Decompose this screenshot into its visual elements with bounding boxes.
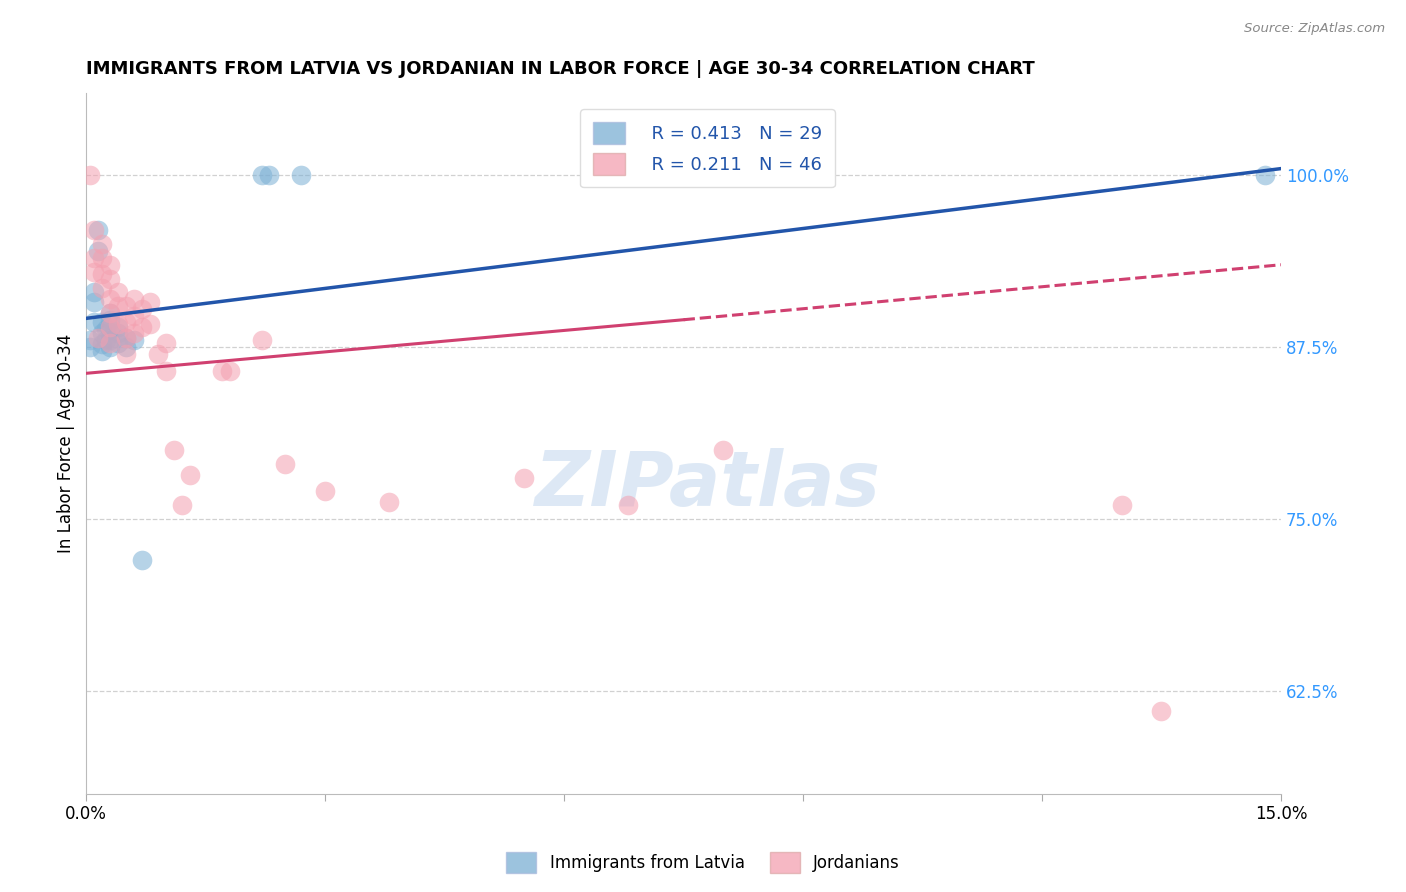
Point bbox=[107, 336, 129, 351]
Point bbox=[155, 336, 177, 351]
Point bbox=[83, 223, 105, 237]
Point bbox=[83, 316, 105, 330]
Point bbox=[91, 344, 114, 359]
Point bbox=[91, 337, 114, 351]
Point bbox=[122, 326, 145, 341]
Point bbox=[139, 317, 162, 331]
Point bbox=[713, 443, 735, 458]
Point bbox=[83, 285, 105, 300]
Point bbox=[107, 326, 129, 341]
Point bbox=[1254, 169, 1277, 183]
Point bbox=[139, 294, 162, 309]
Point bbox=[98, 306, 121, 320]
Point bbox=[98, 292, 121, 306]
Point bbox=[107, 317, 129, 331]
Point bbox=[1111, 498, 1133, 512]
Point bbox=[170, 498, 193, 512]
Point bbox=[107, 285, 129, 300]
Point bbox=[79, 334, 101, 348]
Point bbox=[250, 334, 273, 348]
Point bbox=[115, 330, 138, 344]
Point bbox=[98, 319, 121, 334]
Point bbox=[250, 169, 273, 183]
Point bbox=[218, 363, 240, 377]
Point bbox=[122, 292, 145, 306]
Point bbox=[211, 363, 233, 377]
Point bbox=[131, 553, 153, 567]
Point bbox=[91, 251, 114, 265]
Point bbox=[115, 340, 138, 354]
Point bbox=[115, 299, 138, 313]
Point bbox=[87, 244, 110, 258]
Y-axis label: In Labor Force | Age 30-34: In Labor Force | Age 30-34 bbox=[58, 334, 75, 553]
Point bbox=[122, 309, 145, 323]
Point bbox=[98, 306, 121, 320]
Legend:   R = 0.413   N = 29,   R = 0.211   N = 46: R = 0.413 N = 29, R = 0.211 N = 46 bbox=[581, 109, 835, 187]
Point bbox=[314, 484, 336, 499]
Point bbox=[83, 294, 105, 309]
Point bbox=[259, 169, 281, 183]
Point bbox=[91, 316, 114, 330]
Point bbox=[98, 322, 121, 336]
Text: Source: ZipAtlas.com: Source: ZipAtlas.com bbox=[1244, 22, 1385, 36]
Point bbox=[115, 330, 138, 344]
Point bbox=[79, 340, 101, 354]
Point bbox=[179, 467, 201, 482]
Point bbox=[131, 319, 153, 334]
Point bbox=[107, 299, 129, 313]
Point bbox=[98, 271, 121, 285]
Legend: Immigrants from Latvia, Jordanians: Immigrants from Latvia, Jordanians bbox=[499, 846, 907, 880]
Point bbox=[115, 347, 138, 361]
Point bbox=[96, 322, 118, 336]
Point bbox=[83, 251, 105, 265]
Point bbox=[98, 258, 121, 272]
Point bbox=[98, 340, 121, 354]
Point bbox=[155, 363, 177, 377]
Point bbox=[1150, 704, 1173, 718]
Text: IMMIGRANTS FROM LATVIA VS JORDANIAN IN LABOR FORCE | AGE 30-34 CORRELATION CHART: IMMIGRANTS FROM LATVIA VS JORDANIAN IN L… bbox=[86, 60, 1035, 78]
Point bbox=[290, 169, 312, 183]
Point bbox=[115, 316, 138, 330]
Point bbox=[98, 334, 121, 348]
Point bbox=[146, 347, 169, 361]
Point bbox=[513, 471, 536, 485]
Point bbox=[131, 301, 153, 316]
Point bbox=[87, 223, 110, 237]
Point bbox=[91, 281, 114, 295]
Point bbox=[91, 268, 114, 282]
Point bbox=[378, 495, 401, 509]
Text: ZIPatlas: ZIPatlas bbox=[534, 449, 880, 523]
Point bbox=[98, 312, 121, 326]
Point bbox=[87, 330, 110, 344]
Point bbox=[91, 326, 114, 341]
Point bbox=[107, 319, 129, 334]
Point bbox=[163, 443, 186, 458]
Point bbox=[274, 457, 297, 471]
Point bbox=[617, 498, 640, 512]
Point bbox=[83, 265, 105, 279]
Point bbox=[91, 237, 114, 252]
Point bbox=[98, 336, 121, 351]
Point bbox=[96, 334, 118, 348]
Point bbox=[122, 334, 145, 348]
Point bbox=[79, 169, 101, 183]
